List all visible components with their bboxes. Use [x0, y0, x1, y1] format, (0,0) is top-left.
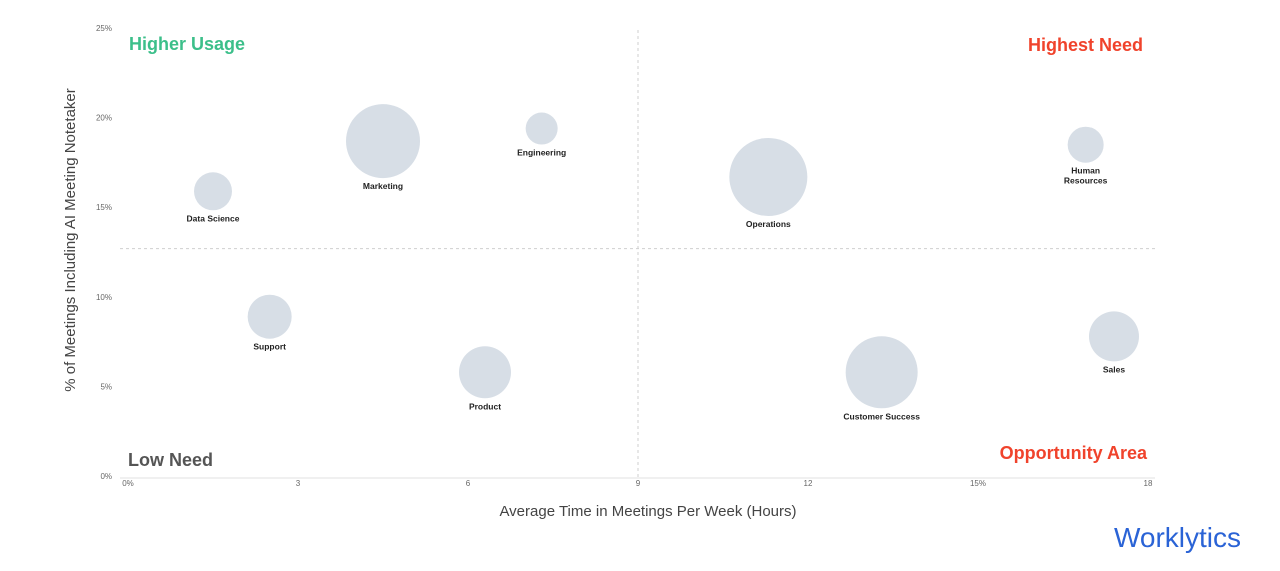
bubble-label-customer-success: Customer Success — [843, 411, 920, 421]
y-axis-title: % of Meetings Including AI Meeting Notet… — [62, 88, 79, 392]
bubble-label-data-science: Data Science — [187, 213, 240, 223]
quadrant-label-higher-usage: Higher Usage — [129, 34, 245, 54]
x-tick-label: 3 — [296, 479, 301, 488]
bubble-support — [247, 294, 292, 339]
x-tick-label: 15% — [970, 479, 986, 488]
y-tick-label: 10% — [96, 293, 112, 302]
bubble-label-operations: Operations — [746, 219, 791, 229]
quadrant-label-highest-need: Highest Need — [1028, 35, 1143, 55]
x-tick-label: 18 — [1144, 479, 1153, 488]
quadrant-label-opportunity-area: Opportunity Area — [1000, 443, 1148, 463]
bubble-human-resources — [1067, 126, 1104, 163]
x-tick-label: 6 — [466, 479, 471, 488]
y-tick-label: 0% — [100, 472, 112, 481]
bubble-label-engineering: Engineering — [517, 148, 566, 158]
bubble-label-sales: Sales — [1103, 364, 1125, 374]
y-tick-label: 15% — [96, 203, 112, 212]
bubble-sales — [1089, 311, 1139, 362]
bubble-marketing — [346, 104, 420, 179]
bubble-product — [459, 346, 511, 399]
bubble-label-human-resources: Human Resources — [1064, 166, 1108, 186]
bubble-label-product: Product — [469, 401, 501, 411]
bubble-engineering — [525, 112, 558, 145]
x-tick-label: 0% — [122, 479, 134, 488]
x-axis-title: Average Time in Meetings Per Week (Hours… — [499, 503, 796, 520]
quadrant-dividers — [120, 30, 1155, 478]
y-tick-label: 25% — [96, 24, 112, 33]
bubble-customer-success — [845, 336, 918, 409]
y-tick-label: 20% — [96, 114, 112, 123]
worklytics-logo: Worklytics — [1114, 522, 1241, 553]
bubble-label-support: Support — [253, 342, 286, 352]
x-tick-label: 9 — [636, 479, 641, 488]
quadrant-label-low-need: Low Need — [128, 450, 213, 470]
bubble-operations — [729, 137, 808, 216]
bubble-data-science — [194, 172, 232, 211]
bubbles: Data Science Marketing Engineering Operatio… — [187, 104, 1139, 421]
x-tick-label: 12 — [804, 479, 813, 488]
y-tick-label: 5% — [100, 382, 112, 391]
bubble-label-marketing: Marketing — [363, 181, 403, 191]
y-axis: 0% 5% 10% 15% 20% 25% — [96, 24, 112, 481]
x-axis: 0% 3 6 9 12 15% 18 — [120, 477, 1155, 488]
